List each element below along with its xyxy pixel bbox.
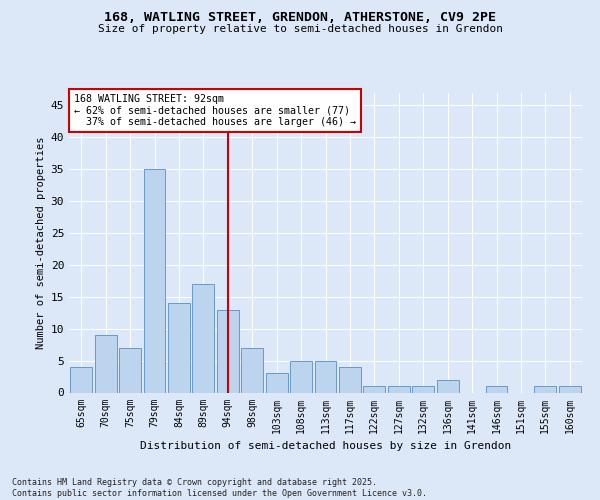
Bar xyxy=(241,348,263,393)
Bar xyxy=(559,386,581,392)
Bar xyxy=(437,380,458,392)
Bar xyxy=(339,367,361,392)
Text: 168 WATLING STREET: 92sqm
← 62% of semi-detached houses are smaller (77)
  37% o: 168 WATLING STREET: 92sqm ← 62% of semi-… xyxy=(74,94,356,127)
Bar xyxy=(119,348,141,393)
Text: Size of property relative to semi-detached houses in Grendon: Size of property relative to semi-detach… xyxy=(97,24,503,34)
Bar xyxy=(217,310,239,392)
Bar xyxy=(485,386,508,392)
Text: Contains HM Land Registry data © Crown copyright and database right 2025.
Contai: Contains HM Land Registry data © Crown c… xyxy=(12,478,427,498)
Text: 168, WATLING STREET, GRENDON, ATHERSTONE, CV9 2PE: 168, WATLING STREET, GRENDON, ATHERSTONE… xyxy=(104,11,496,24)
Bar xyxy=(70,367,92,392)
Bar xyxy=(290,360,312,392)
Bar xyxy=(388,386,410,392)
Bar xyxy=(266,374,287,392)
Bar xyxy=(364,386,385,392)
Y-axis label: Number of semi-detached properties: Number of semi-detached properties xyxy=(37,136,46,349)
Bar xyxy=(535,386,556,392)
Bar xyxy=(143,169,166,392)
Bar xyxy=(168,303,190,392)
Bar xyxy=(193,284,214,393)
Bar xyxy=(314,360,337,392)
X-axis label: Distribution of semi-detached houses by size in Grendon: Distribution of semi-detached houses by … xyxy=(140,441,511,451)
Bar xyxy=(412,386,434,392)
Bar xyxy=(95,335,116,392)
